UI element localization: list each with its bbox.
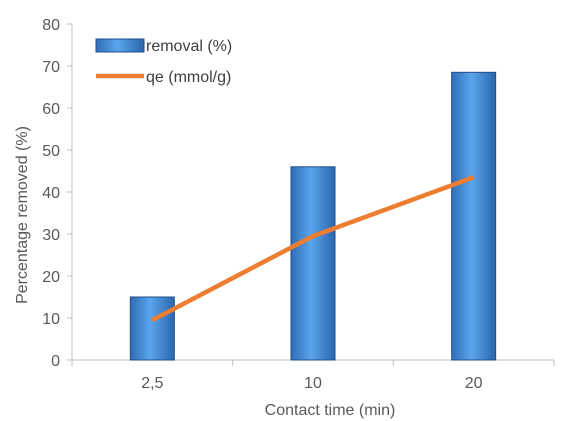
y-tick-label: 50 (42, 143, 60, 160)
y-tick-label: 40 (42, 185, 60, 202)
y-axis-title: Percentage removed (%) (14, 126, 31, 304)
x-tick-label: 10 (304, 375, 322, 392)
bar-series (129, 71, 497, 361)
legend-label: qe (mmol/g) (146, 69, 231, 86)
y-tick-label: 30 (42, 227, 60, 244)
x-axis-title: Contact time (min) (265, 402, 396, 419)
y-tick-label: 0 (51, 353, 60, 370)
y-tick-label: 20 (42, 269, 60, 286)
y-tick-label: 80 (42, 17, 60, 34)
bar (290, 166, 336, 361)
line-series (151, 175, 475, 323)
y-tick-label: 10 (42, 311, 60, 328)
y-tick-label: 60 (42, 101, 60, 118)
bar (129, 296, 175, 361)
legend: removal (%) qe (mmol/g) (95, 38, 232, 86)
legend-swatch-bar (95, 38, 145, 53)
bar (451, 71, 497, 361)
x-tick-label: 2,5 (141, 375, 163, 392)
x-axis: 2,5 10 20 (71, 359, 555, 392)
x-tick-label: 20 (465, 375, 483, 392)
y-tick-label: 70 (42, 59, 60, 76)
legend-label: removal (%) (146, 38, 232, 55)
y-axis: 0 10 20 30 40 50 60 70 80 (42, 17, 73, 370)
